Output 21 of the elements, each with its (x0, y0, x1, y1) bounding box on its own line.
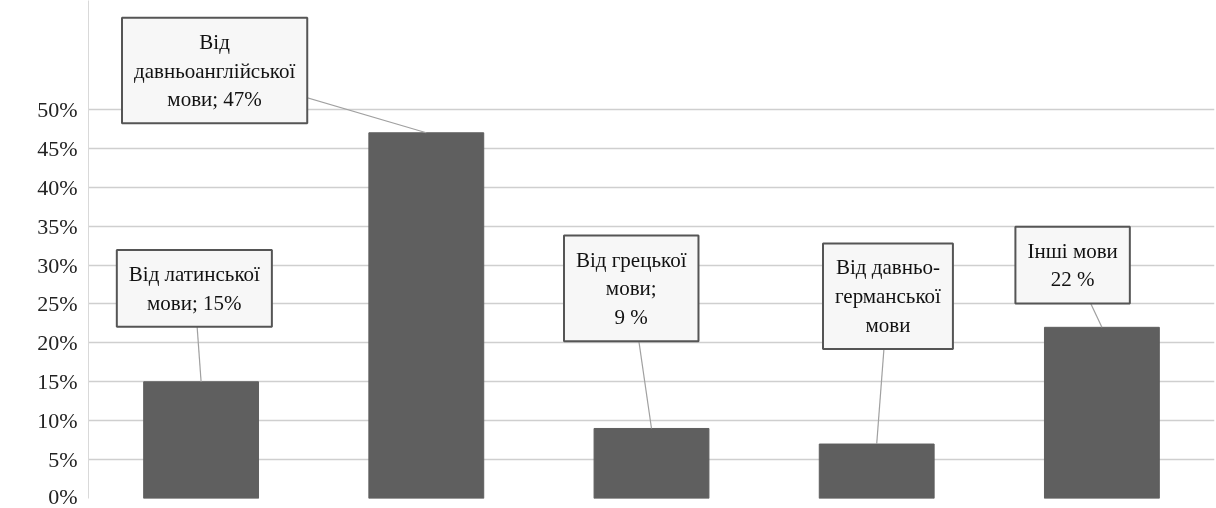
bar (368, 132, 485, 499)
y-tick-label: 20% (37, 330, 78, 356)
y-tick-label: 35% (37, 213, 78, 239)
bar (1043, 326, 1160, 499)
data-label: Інші мови 22 % (1027, 238, 1118, 292)
data-label: Від грецької мови; 9 % (575, 247, 687, 330)
y-tick-label: 15% (37, 369, 78, 395)
bar (593, 427, 710, 499)
data-label: Від латинської мови; 15% (128, 262, 261, 315)
data-label: Від давньоанглійської мови; 47% (133, 29, 296, 112)
y-tick-label: 50% (37, 96, 78, 122)
bar (143, 381, 260, 499)
y-tick-label: 40% (37, 174, 78, 200)
y-tick-label: 5% (48, 447, 78, 473)
y-tick-label: 30% (37, 252, 78, 278)
bar (818, 443, 935, 499)
data-label: Від давньо- германської мови (835, 255, 942, 337)
y-tick-label: 25% (37, 291, 78, 317)
y-tick-label: 10% (37, 408, 78, 434)
y-tick-label: 45% (37, 135, 78, 161)
y-tick-label: 0% (48, 483, 78, 508)
